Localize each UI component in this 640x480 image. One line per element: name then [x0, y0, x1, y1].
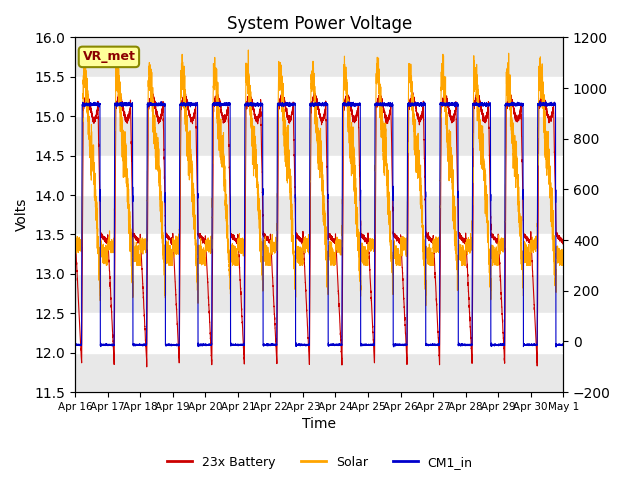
X-axis label: Time: Time	[302, 418, 336, 432]
Y-axis label: Volts: Volts	[15, 198, 29, 231]
Bar	[75, 37, 563, 77]
Bar	[75, 274, 563, 313]
Bar	[75, 353, 563, 392]
Bar	[75, 195, 563, 234]
Text: VR_met: VR_met	[83, 50, 135, 63]
Bar	[75, 116, 563, 156]
Title: System Power Voltage: System Power Voltage	[227, 15, 412, 33]
Legend: 23x Battery, Solar, CM1_in: 23x Battery, Solar, CM1_in	[163, 451, 477, 474]
